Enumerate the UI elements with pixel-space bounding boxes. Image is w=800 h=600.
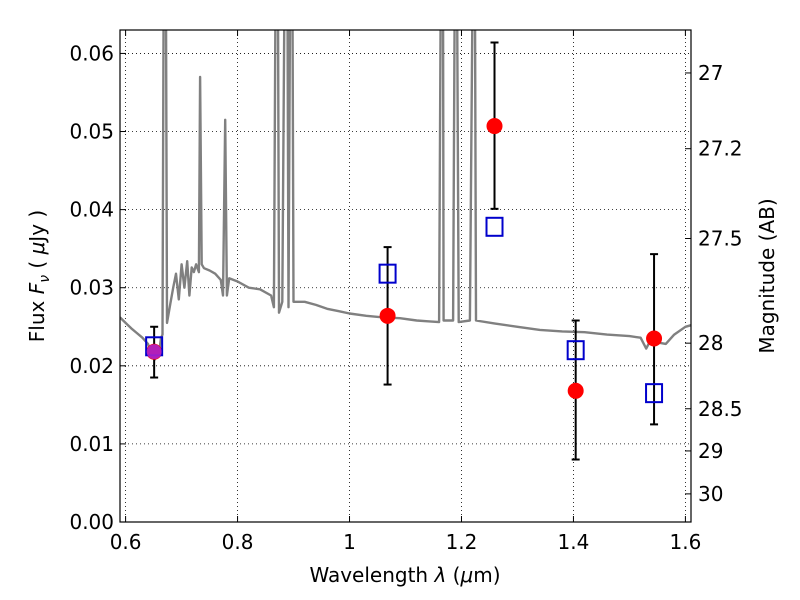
x-tick-label: 1.2 — [446, 530, 478, 554]
y-tick-label: 0.02 — [69, 354, 114, 378]
x-tick-label: 1.4 — [558, 530, 590, 554]
y-tick-label: 0.06 — [69, 41, 114, 65]
y2-tick-label: 27 — [698, 61, 723, 85]
y-axis-label: Flux Fν ( μJy ) — [25, 210, 53, 342]
model-photometry-point — [485, 216, 504, 237]
y2-tick-label: 29 — [698, 439, 723, 463]
y-tick-label: 0.00 — [69, 510, 114, 534]
x-tick-label: 0.8 — [222, 530, 254, 554]
model-spectrum-layer — [120, 30, 691, 361]
grid — [120, 30, 691, 523]
y2-tick-label: 28 — [698, 331, 723, 355]
model-photometry-point — [378, 263, 397, 284]
model-spectrum-line — [120, 30, 691, 361]
y-tick-label: 0.03 — [69, 276, 114, 300]
x-tick-label: 1 — [343, 530, 356, 554]
y-tick-label: 0.04 — [69, 198, 114, 222]
tick-layer: 0.6 0.8 1 1.2 1.4 1.6 0.00 0.01 0.02 0.03 0.04 0.05… — [69, 30, 743, 554]
model-photometry-point — [566, 340, 585, 361]
marker-layer — [145, 118, 664, 404]
y-tick-label: 0.01 — [69, 432, 114, 456]
observed-point — [379, 307, 396, 324]
x-axis-label: Wavelength λ (μm) — [309, 563, 500, 587]
overlap-point — [146, 344, 162, 360]
observed-point — [486, 118, 503, 135]
y2-tick-label: 30 — [698, 482, 723, 506]
y2-tick-label: 27.2 — [698, 137, 743, 161]
plot-frame — [119, 29, 692, 523]
y2-tick-label: 27.5 — [698, 227, 743, 251]
x-tick-label: 1.6 — [669, 530, 701, 554]
observed-point — [646, 330, 663, 347]
y2-axis-label: Magnitude (AB) — [755, 198, 779, 353]
model-photometry-point — [645, 383, 664, 404]
y-tick-label: 0.05 — [69, 120, 114, 144]
x-tick-label: 0.6 — [110, 530, 142, 554]
observed-point — [567, 382, 584, 399]
y2-tick-label: 28.5 — [698, 397, 743, 421]
